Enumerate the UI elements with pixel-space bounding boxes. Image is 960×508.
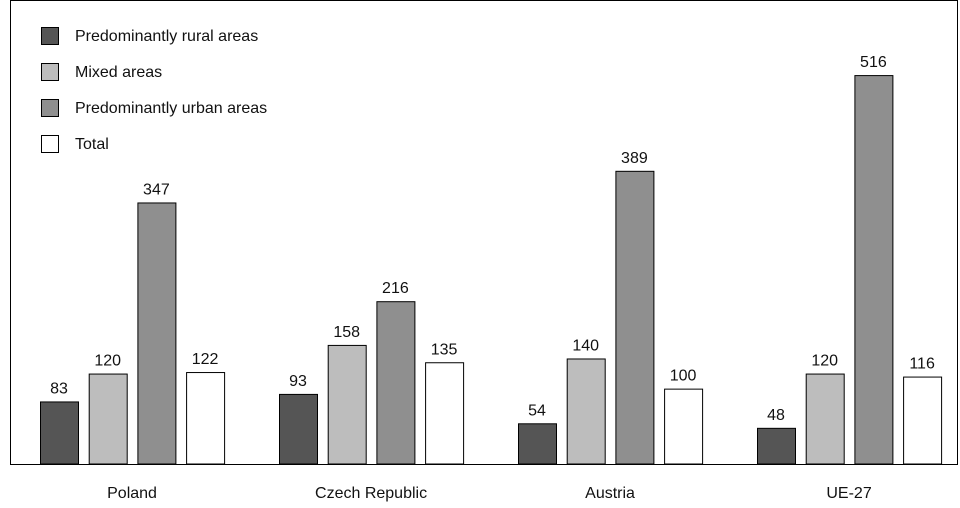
value-label-ue-27-mixed-areas: 120 [811,353,838,370]
bar-ue-27-mixed-areas [805,373,845,465]
bar-group-ue-27: 48 120 516 116 [757,54,943,465]
bar-czech-republic-total [425,362,465,465]
category-label-czech-republic: Czech Republic [315,485,427,502]
value-label-austria-total: 100 [670,368,697,385]
legend-swatch-total [41,135,59,153]
legend-swatch-mixed-areas [41,63,59,81]
category-label-ue-27: UE-27 [826,485,871,502]
bar-poland-total [186,372,226,465]
legend-swatch-predominantly-rural-areas [41,27,59,45]
value-label-ue-27-predominantly-urban-areas: 516 [860,54,887,71]
category-label-poland: Poland [107,485,157,502]
value-label-czech-republic-total: 135 [431,341,458,358]
value-label-czech-republic-predominantly-urban-areas: 216 [382,280,409,297]
legend-label-predominantly-urban-areas: Predominantly urban areas [75,100,267,117]
value-label-poland-mixed-areas: 120 [94,353,121,370]
legend-label-total: Total [75,136,109,153]
bar-group-poland: 83 120 347 122 [40,181,226,465]
category-label-austria: Austria [585,485,635,502]
bar-czech-republic-mixed-areas [327,344,367,465]
value-label-poland-total: 122 [192,351,219,368]
category-labels: Poland Czech Republic Austria UE-27 [107,485,872,502]
bar-ue-27-predominantly-rural-areas [757,427,796,465]
bar-czech-republic-predominantly-urban-areas [376,301,416,465]
bar-poland-mixed-areas [88,373,128,465]
value-label-austria-mixed-areas: 140 [572,337,599,354]
value-label-austria-predominantly-rural-areas: 54 [528,402,546,419]
bar-austria-total [664,388,704,465]
bar-group-czech-republic: 93 158 216 135 [279,280,465,465]
value-label-czech-republic-predominantly-rural-areas: 93 [289,373,307,390]
value-label-poland-predominantly-urban-areas: 347 [143,181,170,198]
bar-austria-mixed-areas [566,358,606,465]
value-label-ue-27-predominantly-rural-areas: 48 [767,407,785,424]
legend: Predominantly rural areas Mixed areas Pred… [41,27,267,153]
bar-czech-republic-predominantly-rural-areas [279,393,318,465]
bar-austria-predominantly-rural-areas [518,423,557,465]
bar-austria-predominantly-urban-areas [615,170,655,465]
value-label-austria-predominantly-urban-areas: 389 [621,150,648,167]
bar-ue-27-predominantly-urban-areas [854,75,894,465]
value-label-ue-27-total: 116 [909,356,935,373]
bars-group: 83 120 347 122 93 158 216 135 54 140 389 100 48 120 51… [40,54,943,465]
bar-ue-27-total [903,376,943,465]
bar-poland-predominantly-rural-areas [40,401,79,465]
value-label-czech-republic-mixed-areas: 158 [333,324,360,341]
legend-label-mixed-areas: Mixed areas [75,64,162,81]
legend-label-predominantly-rural-areas: Predominantly rural areas [75,28,258,45]
bar-poland-predominantly-urban-areas [137,202,177,465]
value-label-poland-predominantly-rural-areas: 83 [50,380,68,397]
legend-swatch-predominantly-urban-areas [41,99,59,117]
bar-group-austria: 54 140 389 100 [518,150,704,465]
